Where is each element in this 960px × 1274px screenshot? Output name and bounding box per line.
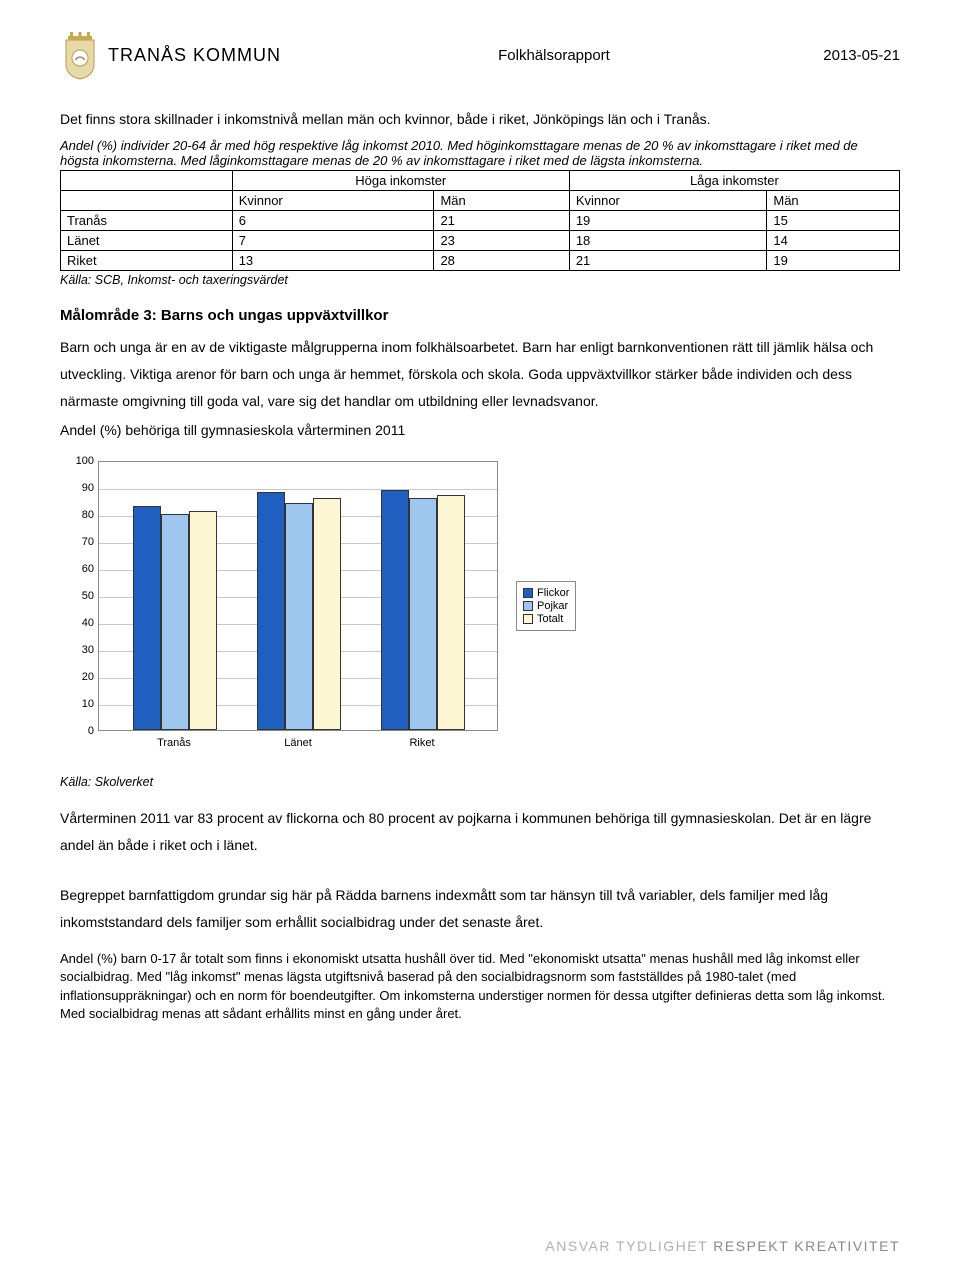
table-header: Kvinnor [232,190,434,210]
chart-ytick: 70 [60,536,94,548]
table-row: Länet 7 23 18 14 [61,230,900,250]
income-table: Höga inkomster Låga inkomster Kvinnor Mä… [60,170,900,271]
legend-label: Flickor [537,587,569,599]
footer-word: KREATIVITET [794,1238,900,1254]
page: TRANÅS KOMMUN Folkhälsorapport 2013-05-2… [0,0,960,1274]
municipality-crest-icon [60,30,100,80]
table-header: Kvinnor [569,190,767,210]
legend-swatch-icon [523,614,533,624]
table-cell: 21 [434,210,569,230]
after-chart-p3: Andel (%) barn 0-17 år totalt som finns … [60,950,900,1023]
table-header-group: Höga inkomster [232,170,569,190]
chart-xtick: Länet [284,737,312,749]
brand-name: TRANÅS KOMMUN [108,45,348,66]
chart-bar [381,490,409,730]
chart-bar [161,514,189,730]
section-title: Målområde 3: Barns och ungas uppväxtvill… [60,307,900,324]
chart-bar [257,492,285,730]
chart-xtick: Riket [409,737,434,749]
chart-source: Källa: Skolverket [60,775,900,789]
page-footer: ANSVAR TYDLIGHET RESPEKT KREATIVITET [545,1238,900,1254]
table-cell: Riket [61,250,233,270]
chart-legend: Flickor Pojkar Totalt [516,581,576,631]
footer-word: RESPEKT [713,1238,789,1254]
after-chart-p1: Vårterminen 2011 var 83 procent av flick… [60,805,900,860]
table-source: Källa: SCB, Inkomst- och taxeringsvärdet [60,273,900,287]
chart-ytick: 0 [60,725,94,737]
doc-title: Folkhälsorapport [356,47,752,64]
chart-bar [133,506,161,730]
table-cell: Länet [61,230,233,250]
legend-swatch-icon [523,588,533,598]
legend-item: Pojkar [523,600,569,612]
table-row: Höga inkomster Låga inkomster [61,170,900,190]
legend-swatch-icon [523,601,533,611]
table-cell: 6 [232,210,434,230]
chart-plot-area [98,461,498,731]
chart-bar [285,503,313,730]
footer-word: ANSVAR [545,1238,611,1254]
table-cell: 23 [434,230,569,250]
table-header: Män [767,190,900,210]
page-header: TRANÅS KOMMUN Folkhälsorapport 2013-05-2… [60,30,900,80]
chart-bar [313,498,341,730]
section-body: Barn och unga är en av de viktigaste mål… [60,334,900,416]
chart-bar [189,511,217,730]
bar-chart: 0102030405060708090100 TranåsLänetRiket … [60,455,580,765]
table-cell: Tranås [61,210,233,230]
table-row: Riket 13 28 21 19 [61,250,900,270]
table-header-group: Låga inkomster [569,170,899,190]
table-cell: 19 [569,210,767,230]
table-row: Kvinnor Män Kvinnor Män [61,190,900,210]
chart-bar [437,495,465,730]
chart-ytick: 30 [60,644,94,656]
intro-p1: Det finns stora skillnader i inkomstnivå… [60,110,900,130]
chart-ytick: 80 [60,509,94,521]
legend-item: Totalt [523,613,569,625]
chart-ytick: 10 [60,698,94,710]
table-cell [61,190,233,210]
table-row: Tranås 6 21 19 15 [61,210,900,230]
doc-date: 2013-05-21 [760,47,900,64]
intro-note: Andel (%) individer 20-64 år med hög res… [60,138,900,168]
legend-label: Pojkar [537,600,568,612]
table-cell: 18 [569,230,767,250]
footer-word: TYDLIGHET [616,1238,708,1254]
table-cell: 13 [232,250,434,270]
table-cell: 21 [569,250,767,270]
table-cell: 28 [434,250,569,270]
table-cell: 14 [767,230,900,250]
legend-item: Flickor [523,587,569,599]
table-cell: 7 [232,230,434,250]
chart-ytick: 100 [60,455,94,467]
chart-ytick: 90 [60,482,94,494]
chart-ytick: 50 [60,590,94,602]
table-cell [61,170,233,190]
chart-xtick: Tranås [157,737,191,749]
chart-ytick: 40 [60,617,94,629]
after-chart-p2: Begreppet barnfattigdom grundar sig här … [60,882,900,937]
chart-caption: Andel (%) behöriga till gymnasieskola vå… [60,421,900,441]
chart-ytick: 20 [60,671,94,683]
table-header: Män [434,190,569,210]
legend-label: Totalt [537,613,563,625]
table-cell: 19 [767,250,900,270]
content: Det finns stora skillnader i inkomstnivå… [60,110,900,1023]
chart-bar [409,498,437,730]
chart-ytick: 60 [60,563,94,575]
table-cell: 15 [767,210,900,230]
